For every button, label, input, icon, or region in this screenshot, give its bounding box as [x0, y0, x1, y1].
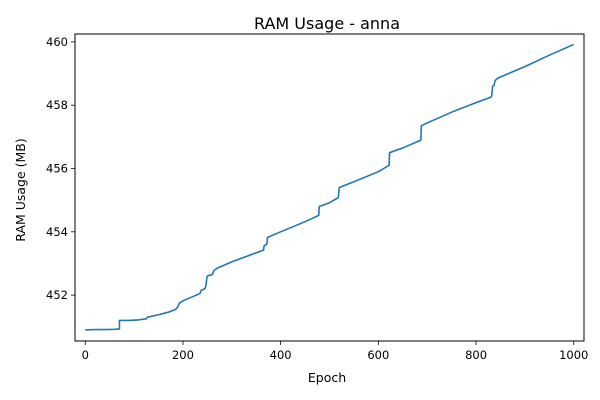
x-tick-label: 200	[172, 348, 194, 362]
series-line	[85, 43, 575, 331]
x-tick-label: 400	[270, 348, 292, 362]
y-axis-label: RAM Usage (MB)	[13, 138, 28, 242]
x-tick-label: 0	[82, 348, 89, 362]
y-tick-label: 456	[46, 162, 68, 176]
y-tick-label: 458	[46, 98, 68, 112]
x-tick-label: 600	[367, 348, 389, 362]
y-tick-label: 452	[46, 288, 68, 302]
y-tick-label: 454	[46, 225, 68, 239]
series-layer	[85, 43, 575, 331]
x-tick-label: 800	[465, 348, 487, 362]
y-tick-label: 460	[46, 35, 68, 49]
x-axis-label: Epoch	[308, 370, 346, 385]
plot-frame	[74, 33, 585, 342]
x-tick-label: 1000	[559, 348, 588, 362]
ticks-layer: 0 200 400 600 800 1000 452 454 456 458 460	[46, 35, 588, 362]
chart-title: RAM Usage - anna	[254, 14, 400, 33]
